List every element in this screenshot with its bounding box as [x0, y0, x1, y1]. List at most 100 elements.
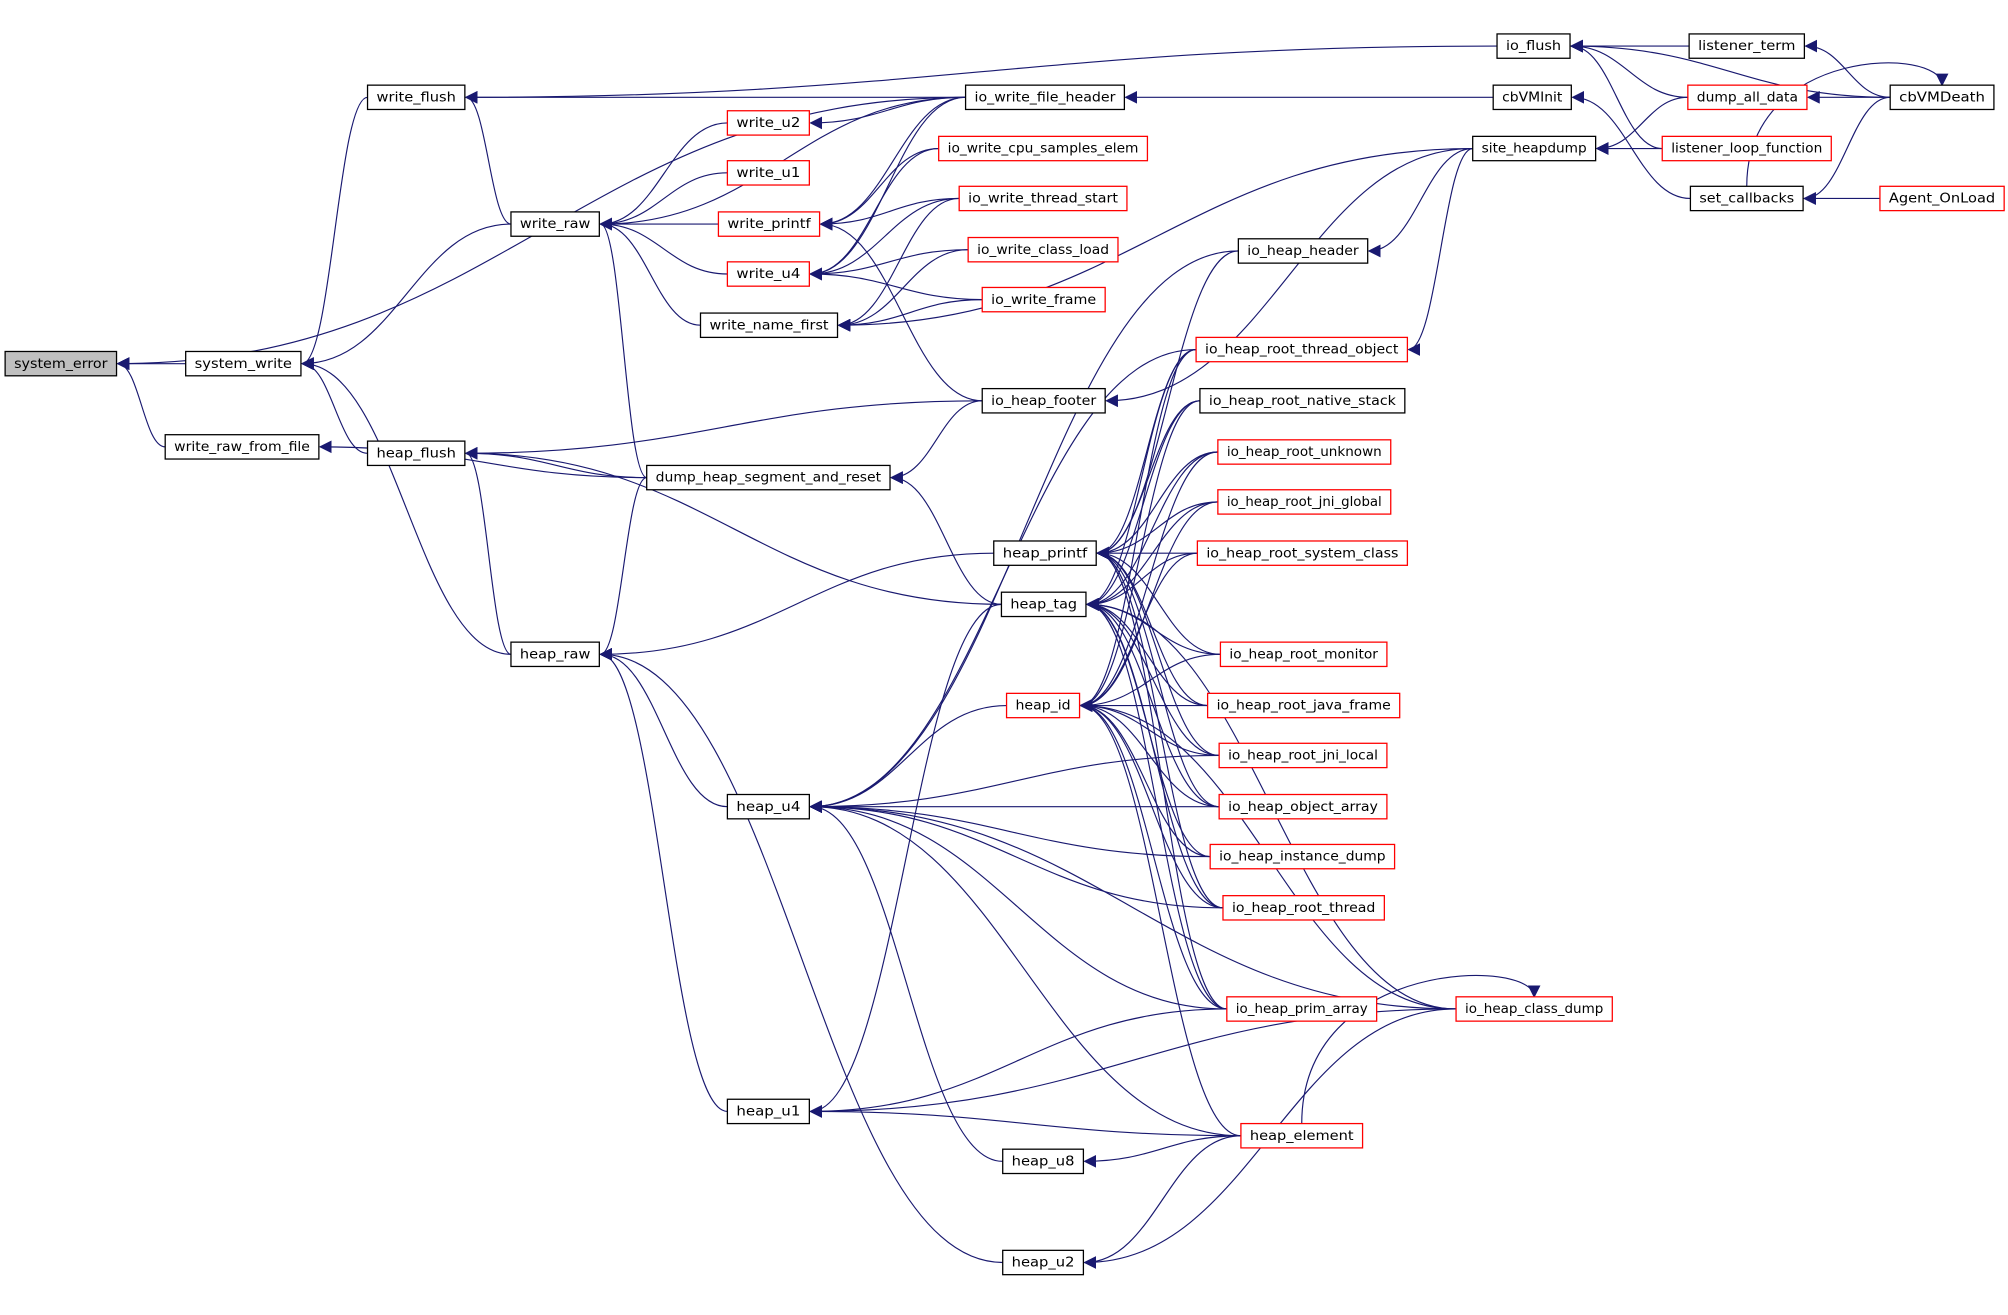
- node-box[interactable]: [958, 185, 1128, 212]
- node-box[interactable]: [1199, 387, 1406, 414]
- node-box[interactable]: [938, 135, 1149, 162]
- node-dump_all_data[interactable]: dump_all_data: [1687, 84, 1808, 111]
- node-Agent_OnLoad[interactable]: Agent_OnLoad: [1879, 185, 2005, 212]
- node-box[interactable]: [510, 641, 600, 668]
- node-heap_id[interactable]: heap_id: [1005, 692, 1081, 719]
- node-io_heap_root_java_frame[interactable]: io_heap_root_java_frame: [1206, 692, 1401, 719]
- node-io_heap_root_jni_global[interactable]: io_heap_root_jni_global: [1217, 489, 1392, 515]
- node-heap_u2[interactable]: heap_u2: [1002, 1249, 1085, 1276]
- node-write_u4[interactable]: write_u4: [726, 261, 810, 287]
- node-system_error[interactable]: system_error: [4, 350, 118, 377]
- node-box[interactable]: [717, 211, 821, 237]
- node-heap_u1[interactable]: heap_u1: [726, 1098, 810, 1125]
- node-box[interactable]: [185, 350, 302, 377]
- node-system_write[interactable]: system_write: [185, 350, 302, 377]
- node-box[interactable]: [1218, 793, 1388, 820]
- node-box[interactable]: [981, 387, 1106, 414]
- node-box[interactable]: [1217, 489, 1392, 515]
- node-box[interactable]: [981, 286, 1106, 313]
- node-box[interactable]: [1688, 33, 1806, 59]
- node-io_write_frame[interactable]: io_write_frame: [981, 286, 1106, 313]
- node-box[interactable]: [726, 110, 810, 136]
- node-box[interactable]: [1661, 135, 1832, 162]
- node-heap_element[interactable]: heap_element: [1240, 1122, 1364, 1149]
- node-box[interactable]: [366, 84, 466, 111]
- node-box[interactable]: [1222, 895, 1385, 921]
- node-box[interactable]: [1496, 33, 1571, 59]
- node-heap_raw[interactable]: heap_raw: [510, 641, 600, 668]
- node-io_write_file_header[interactable]: io_write_file_header: [964, 84, 1126, 111]
- node-listener_term[interactable]: listener_term: [1688, 33, 1806, 59]
- node-box[interactable]: [1226, 996, 1378, 1022]
- node-box[interactable]: [366, 440, 466, 467]
- node-write_u1[interactable]: write_u1: [726, 160, 810, 186]
- node-box[interactable]: [699, 312, 839, 339]
- node-site_heapdump[interactable]: site_heapdump: [1472, 135, 1597, 162]
- node-box[interactable]: [726, 160, 810, 186]
- node-box[interactable]: [1217, 439, 1392, 465]
- node-io_heap_root_system_class[interactable]: io_heap_root_system_class: [1196, 540, 1409, 566]
- node-io_write_cpu_samples_elem[interactable]: io_write_cpu_samples_elem: [938, 135, 1149, 162]
- node-box[interactable]: [1005, 692, 1081, 719]
- node-heap_u4[interactable]: heap_u4: [726, 793, 810, 820]
- node-listener_loop_function[interactable]: listener_loop_function: [1661, 135, 1832, 162]
- node-io_heap_footer[interactable]: io_heap_footer: [981, 387, 1106, 414]
- node-io_heap_object_array[interactable]: io_heap_object_array: [1218, 793, 1388, 820]
- node-io_heap_instance_dump[interactable]: io_heap_instance_dump: [1209, 843, 1396, 870]
- node-io_heap_class_dump[interactable]: io_heap_class_dump: [1455, 996, 1613, 1022]
- node-box[interactable]: [993, 540, 1097, 566]
- node-write_raw_from_file[interactable]: write_raw_from_file: [164, 434, 320, 460]
- node-box[interactable]: [1492, 84, 1572, 111]
- node-box[interactable]: [646, 464, 891, 491]
- node-heap_u8[interactable]: heap_u8: [1002, 1148, 1085, 1175]
- node-io_heap_root_unknown[interactable]: io_heap_root_unknown: [1217, 439, 1392, 465]
- node-box[interactable]: [1240, 1122, 1364, 1149]
- node-box[interactable]: [1209, 843, 1396, 870]
- node-box[interactable]: [726, 1098, 810, 1125]
- node-cbVMInit[interactable]: cbVMInit: [1492, 84, 1572, 111]
- node-box[interactable]: [164, 434, 320, 460]
- node-heap_printf[interactable]: heap_printf: [993, 540, 1097, 566]
- node-box[interactable]: [1002, 1249, 1085, 1276]
- node-io_heap_root_jni_local[interactable]: io_heap_root_jni_local: [1218, 742, 1388, 769]
- node-box[interactable]: [1889, 84, 1995, 111]
- node-box[interactable]: [1196, 540, 1409, 566]
- node-heap_tag[interactable]: heap_tag: [1000, 591, 1087, 618]
- node-box[interactable]: [1219, 641, 1388, 668]
- node-io_heap_root_native_stack[interactable]: io_heap_root_native_stack: [1199, 387, 1406, 414]
- node-box[interactable]: [1000, 591, 1087, 618]
- node-box[interactable]: [4, 350, 118, 377]
- node-io_heap_header[interactable]: io_heap_header: [1237, 238, 1369, 264]
- node-dump_heap_segment_and_reset[interactable]: dump_heap_segment_and_reset: [646, 464, 891, 491]
- node-box[interactable]: [1689, 185, 1804, 212]
- node-heap_flush[interactable]: heap_flush: [366, 440, 466, 467]
- node-io_heap_root_monitor[interactable]: io_heap_root_monitor: [1219, 641, 1388, 668]
- node-io_flush[interactable]: io_flush: [1496, 33, 1571, 59]
- node-box[interactable]: [1237, 238, 1369, 264]
- node-io_write_thread_start[interactable]: io_write_thread_start: [958, 185, 1128, 212]
- node-box[interactable]: [967, 236, 1119, 263]
- node-write_u2[interactable]: write_u2: [726, 110, 810, 136]
- node-io_heap_prim_array[interactable]: io_heap_prim_array: [1226, 996, 1378, 1022]
- node-write_printf[interactable]: write_printf: [717, 211, 821, 237]
- node-io_heap_root_thread[interactable]: io_heap_root_thread: [1222, 895, 1385, 921]
- node-box[interactable]: [510, 211, 600, 237]
- node-box[interactable]: [1002, 1148, 1085, 1175]
- node-box[interactable]: [1195, 336, 1409, 363]
- node-cbVMDeath[interactable]: cbVMDeath: [1889, 84, 1995, 111]
- node-box[interactable]: [1687, 84, 1808, 111]
- node-write_raw[interactable]: write_raw: [510, 211, 600, 237]
- node-box[interactable]: [1218, 742, 1388, 769]
- node-box[interactable]: [726, 793, 810, 820]
- node-io_heap_root_thread_object[interactable]: io_heap_root_thread_object: [1195, 336, 1409, 363]
- node-box[interactable]: [1879, 185, 2005, 212]
- node-write_flush[interactable]: write_flush: [366, 84, 466, 111]
- node-box[interactable]: [964, 84, 1126, 111]
- node-box[interactable]: [1206, 692, 1401, 719]
- node-set_callbacks[interactable]: set_callbacks: [1689, 185, 1804, 212]
- node-box[interactable]: [1472, 135, 1597, 162]
- node-box[interactable]: [726, 261, 810, 287]
- node-box[interactable]: [1455, 996, 1613, 1022]
- node-io_write_class_load[interactable]: io_write_class_load: [967, 236, 1119, 263]
- node-write_name_first[interactable]: write_name_first: [699, 312, 839, 339]
